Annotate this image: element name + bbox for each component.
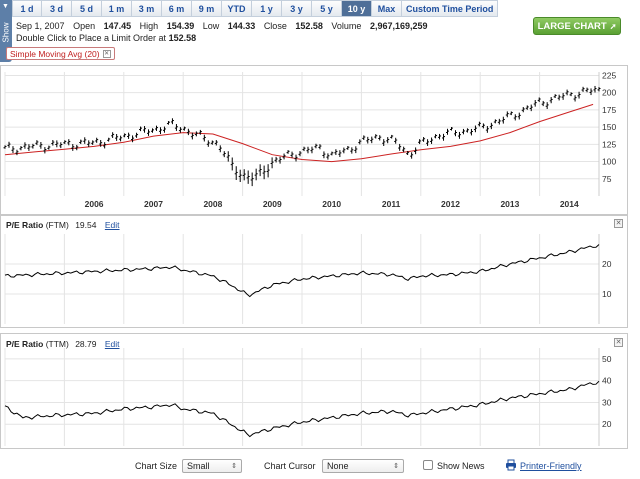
- range-button-3-y[interactable]: 3 y: [282, 0, 312, 17]
- x-tick-label: 2014: [560, 199, 579, 209]
- show-tab-label: Show: [1, 22, 11, 43]
- y-tick-label: 225: [602, 70, 616, 80]
- series-line: [4, 244, 600, 298]
- pe-ftm-chart: 10 20: [4, 234, 612, 324]
- close-icon[interactable]: ✕: [614, 338, 623, 347]
- pe-ftm-edit-link[interactable]: Edit: [104, 220, 120, 230]
- chart-cursor-select[interactable]: None ⇕: [322, 459, 404, 473]
- high-label: High: [139, 21, 159, 31]
- close-icon[interactable]: ✕: [614, 219, 623, 228]
- price-chart: 75 100 125 150 175 200 225 2006 2007 2008 2009 2010…: [3, 70, 616, 209]
- open-label: Open: [73, 21, 96, 31]
- x-tick-label: 2012: [441, 199, 460, 209]
- range-button-5-y[interactable]: 5 y: [312, 0, 342, 17]
- arrow-right-icon: ➚: [609, 21, 617, 31]
- range-button-3-m[interactable]: 3 m: [132, 0, 162, 17]
- low-value: 144.33: [227, 21, 256, 31]
- y-tick-label: 20: [602, 259, 612, 269]
- x-tick-label: 2011: [382, 199, 401, 209]
- series-line: [4, 380, 600, 438]
- x-tick-label: 2008: [203, 199, 222, 209]
- large-chart-button[interactable]: LARGE CHART ➚: [533, 17, 621, 35]
- chevron-down-icon: ▼: [2, 3, 9, 10]
- range-button-max[interactable]: Max: [372, 0, 402, 17]
- show-news-label: Show News: [437, 461, 485, 471]
- show-news-checkbox[interactable]: [423, 460, 433, 470]
- limit-order-hint: Double Click to Place a Limit Order at 1…: [16, 33, 196, 43]
- chart-cursor-value: None: [327, 461, 349, 471]
- y-tick-label: 100: [602, 157, 616, 167]
- pe-ftm-panel[interactable]: P/E Ratio (FTM) 19.54 Edit ✕ 10 20: [0, 215, 628, 328]
- x-tick-label: 2007: [144, 199, 163, 209]
- y-tick-label: 30: [602, 397, 612, 407]
- y-tick-label: 50: [602, 354, 612, 364]
- pe-ftm-title-label: P/E Ratio: [6, 220, 44, 230]
- range-button-9-m[interactable]: 9 m: [192, 0, 222, 17]
- range-button-3-d[interactable]: 3 d: [42, 0, 72, 17]
- pe-ftm-suffix: (FTM): [45, 220, 69, 230]
- select-arrows-icon: ⇕: [393, 463, 399, 470]
- range-button-6-m[interactable]: 6 m: [162, 0, 192, 17]
- select-arrows-icon: ⇕: [231, 463, 237, 470]
- limit-price: 152.58: [168, 33, 197, 43]
- range-button-1-d[interactable]: 1 d: [12, 0, 42, 17]
- large-chart-label: LARGE CHART: [537, 20, 607, 32]
- pe-ttm-chart: 20 30 40 50: [4, 348, 612, 446]
- volume-label: Volume: [331, 21, 362, 31]
- pe-ttm-title: P/E Ratio (TTM) 28.79 Edit: [6, 339, 120, 349]
- sma-line: [4, 103, 594, 163]
- high-value: 154.39: [166, 21, 195, 31]
- volume-value: 2,967,169,259: [369, 21, 428, 31]
- limit-text: Double Click to Place a Limit Order at: [16, 33, 167, 43]
- pe-ttm-title-label: P/E Ratio: [6, 339, 44, 349]
- y-tick-label: 75: [602, 174, 612, 184]
- y-tick-label: 150: [602, 122, 616, 132]
- y-tick-label: 10: [602, 289, 612, 299]
- price-chart-panel[interactable]: 75 100 125 150 175 200 225 2006 2007 2008 2009 2010…: [0, 65, 628, 215]
- low-label: Low: [202, 21, 220, 31]
- range-button-10-y[interactable]: 10 y: [342, 0, 372, 17]
- y-tick-label: 200: [602, 88, 616, 98]
- y-tick-label: 20: [602, 419, 612, 429]
- sma-label: Simple Moving Avg (20): [10, 48, 100, 59]
- chart-cursor-label: Chart Cursor: [264, 461, 316, 471]
- chart-size-value: Small: [187, 461, 210, 471]
- y-tick-label: 175: [602, 105, 616, 115]
- pe-ftm-title: P/E Ratio (FTM) 19.54 Edit: [6, 220, 120, 230]
- chart-size-label: Chart Size: [135, 461, 178, 471]
- pe-ftm-value: 19.54: [75, 220, 97, 230]
- pe-ttm-suffix: (TTM): [45, 339, 69, 349]
- printer-friendly-link[interactable]: Printer-Friendly: [520, 461, 582, 471]
- open-value: 147.45: [103, 21, 132, 31]
- range-button-1-m[interactable]: 1 m: [102, 0, 132, 17]
- x-tick-label: 2006: [85, 199, 104, 209]
- pe-ttm-value: 28.79: [75, 339, 97, 349]
- show-panel-tab[interactable]: ▼ Show: [0, 0, 12, 62]
- range-button-custom-time-period[interactable]: Custom Time Period: [402, 0, 499, 17]
- x-tick-label: 2013: [500, 199, 519, 209]
- close-label: Close: [263, 21, 287, 31]
- y-tick-label: 40: [602, 376, 612, 386]
- pe-ttm-panel[interactable]: P/E Ratio (TTM) 28.79 Edit ✕ 20 30 40 50: [0, 333, 628, 449]
- pe-ttm-edit-link[interactable]: Edit: [104, 339, 120, 349]
- chart-size-select[interactable]: Small ⇕: [182, 459, 242, 473]
- range-button-5-d[interactable]: 5 d: [72, 0, 102, 17]
- x-tick-label: 2010: [322, 199, 341, 209]
- range-button-ytd[interactable]: YTD: [222, 0, 252, 17]
- close-value: 152.58: [295, 21, 323, 31]
- close-icon[interactable]: ✕: [102, 49, 111, 58]
- printer-icon[interactable]: [505, 459, 517, 471]
- sma-indicator-tag[interactable]: Simple Moving Avg (20) ✕: [6, 47, 115, 60]
- quote-info: Sep 1, 2007 Open 147.45 High 154.39 Low …: [16, 21, 434, 31]
- y-tick-label: 125: [602, 139, 616, 149]
- quote-date: Sep 1, 2007: [16, 21, 65, 31]
- range-button-1-y[interactable]: 1 y: [252, 0, 282, 17]
- x-tick-label: 2009: [263, 199, 282, 209]
- chart-options-bar: Chart Size Small ⇕ Chart Cursor None ⇕ S…: [0, 452, 640, 479]
